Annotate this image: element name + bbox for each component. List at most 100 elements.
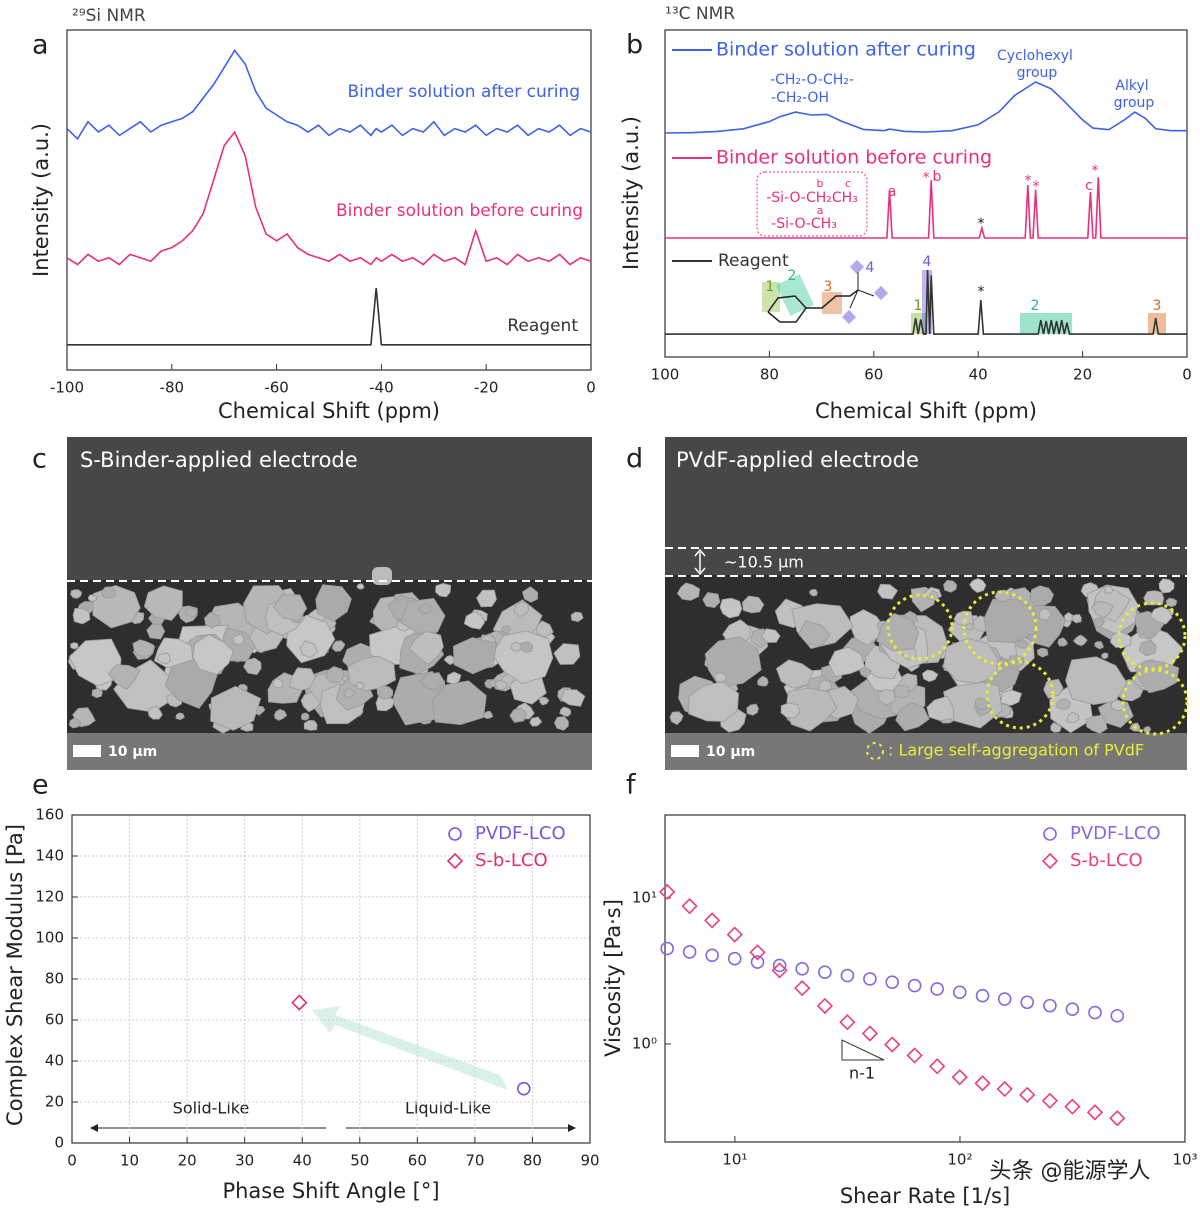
- particle: [1143, 590, 1165, 606]
- x-tick-label: 60: [408, 1152, 427, 1170]
- particle: [299, 640, 319, 659]
- y-tick-label: 140: [35, 847, 64, 865]
- particle: [746, 703, 759, 716]
- particle: [560, 689, 586, 707]
- particle: [760, 628, 781, 643]
- y-axis-title: Complex Shear Modulus [Pa]: [3, 824, 27, 1126]
- series-label: Reagent: [507, 316, 578, 336]
- particle: [1065, 656, 1128, 706]
- aggregation-circle: [1121, 668, 1189, 736]
- x-tick-label: -20: [474, 379, 499, 397]
- x-tick-label: 80: [760, 366, 779, 384]
- spectrum-line: [664, 81, 1187, 134]
- y-tick-label: 10⁰: [632, 1034, 657, 1052]
- panel-letter: c: [32, 444, 47, 475]
- marker: [930, 982, 944, 996]
- particle: [483, 710, 494, 719]
- y-tick-label: 10¹: [632, 888, 657, 906]
- annotation: -CH₂-O-CH₂-: [770, 72, 854, 88]
- particle: [435, 582, 452, 598]
- particle: [570, 611, 584, 623]
- marker: [750, 955, 765, 969]
- particle: [400, 597, 446, 634]
- structure-label: -Si-O-CH₃: [771, 216, 837, 232]
- x-axis-title: Chemical Shift (ppm): [218, 399, 440, 423]
- y-tick-label: 160: [35, 806, 64, 824]
- marker: [1041, 1092, 1059, 1109]
- marker: [794, 980, 811, 997]
- particle: [808, 589, 818, 597]
- x-tick-label: 40: [293, 1152, 312, 1170]
- marker: [1043, 998, 1057, 1013]
- structure-label: c: [845, 177, 851, 190]
- annotation: -CH₂-OH: [771, 90, 829, 106]
- marker: [682, 945, 697, 959]
- particle: [1142, 726, 1152, 733]
- particle: [1094, 616, 1106, 628]
- y-axis-title: Viscosity [Pa·s]: [601, 899, 625, 1057]
- particle: [1016, 639, 1029, 649]
- marker: [727, 951, 742, 966]
- particle: [719, 597, 743, 619]
- peak-label: *: [978, 284, 985, 300]
- plot-frame: [664, 29, 1188, 358]
- marker: [906, 1047, 923, 1064]
- annotation: n-1: [849, 1064, 875, 1083]
- particle: [68, 638, 122, 687]
- particle: [953, 610, 974, 626]
- particle: [553, 716, 569, 731]
- image-title: S-Binder-applied electrode: [80, 448, 358, 472]
- marker: [517, 1081, 531, 1096]
- particle: [828, 646, 866, 677]
- marker: [907, 978, 922, 993]
- legend-marker: [1041, 852, 1059, 870]
- spectrum-line: [67, 288, 591, 346]
- particle: [669, 711, 684, 726]
- particle: [343, 687, 356, 699]
- particle: [147, 706, 163, 720]
- x-tick-label: 0: [1182, 366, 1192, 384]
- peak-label: *: [1092, 163, 1099, 179]
- x-tick-label: 70: [465, 1152, 484, 1170]
- molecule: [849, 289, 859, 309]
- particle: [1000, 689, 1023, 707]
- marker: [291, 994, 308, 1011]
- particle: [184, 606, 199, 618]
- particle: [877, 689, 896, 706]
- marker: [1065, 1002, 1080, 1016]
- panel-letter: f: [626, 770, 637, 801]
- series-label: Binder solution before curing: [336, 201, 583, 221]
- sem-substrate: [67, 733, 592, 770]
- particle: [101, 586, 117, 599]
- scale-bar: [671, 745, 699, 757]
- peak-label: *: [1025, 173, 1032, 189]
- x-tick-label: -100: [50, 379, 84, 397]
- particle: [87, 594, 98, 602]
- thickness-label: ~10.5 μm: [724, 553, 804, 572]
- particle: [210, 685, 262, 731]
- series-label: Binder solution after curing: [716, 39, 976, 61]
- trend-arrow: [312, 1006, 508, 1090]
- particle: [983, 598, 1037, 644]
- annotation: group: [1017, 65, 1058, 81]
- particle: [1094, 640, 1104, 650]
- legend-label: PVDF-LCO: [475, 823, 566, 844]
- aggregation-circle: [886, 593, 954, 661]
- highlight: [873, 285, 889, 301]
- particle: [1066, 711, 1080, 724]
- marker: [1110, 1008, 1125, 1023]
- molecule: [806, 289, 859, 309]
- y-tick-label: 60: [45, 1011, 64, 1029]
- annotation: 3: [1153, 298, 1162, 314]
- x-tick-label: -40: [369, 379, 394, 397]
- legend-label: S-b-LCO: [475, 850, 548, 871]
- annotation: 1: [766, 279, 775, 295]
- highlight: [822, 292, 842, 314]
- particle: [315, 584, 352, 622]
- x-tick-label: 0: [67, 1152, 77, 1170]
- annotation: Alkyl: [1115, 78, 1148, 94]
- marker: [749, 944, 766, 961]
- particle: [895, 702, 930, 732]
- marker: [1088, 1005, 1102, 1020]
- particle: [452, 637, 497, 675]
